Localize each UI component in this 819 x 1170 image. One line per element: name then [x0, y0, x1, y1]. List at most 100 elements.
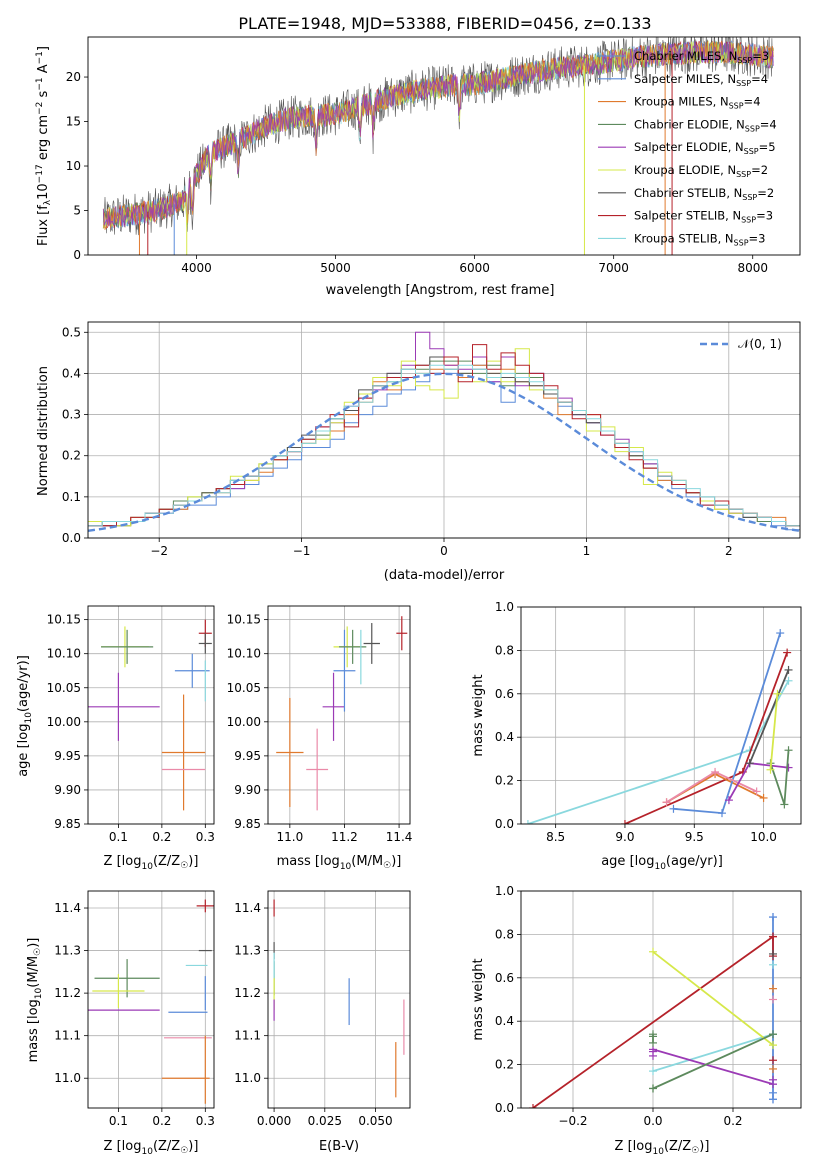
legend-entry: Salpeter STELIB, NSSP=3 [634, 209, 773, 225]
y-tick-label: 0.1 [62, 490, 81, 504]
x-tick-label: 6000 [459, 261, 490, 275]
legend-entry: Salpeter ELODIE, NSSP=5 [634, 140, 776, 156]
y-tick-label: 0.2 [62, 449, 81, 463]
legend-entry: Kroupa ELODIE, NSSP=2 [634, 163, 768, 179]
x-axis-label: (data-model)/error [384, 568, 505, 583]
x-axis-label: Z [log10(Z/Z☉)] [104, 1139, 199, 1157]
spectrum-line-red [102, 40, 774, 229]
weight-line-purple [652, 1048, 774, 1085]
gaussian-curve [88, 372, 800, 532]
spectrum-line-yellow [102, 40, 774, 230]
x-axis-label: Z [log10(Z/Z☉)] [615, 1139, 710, 1157]
y-tick-label: 11.1 [54, 1029, 81, 1043]
legend-entry: Chabrier MILES, NSSP=3 [634, 49, 769, 65]
x-tick-label: 0.0 [643, 1114, 662, 1128]
y-tick-label: 0.4 [62, 366, 81, 380]
y-tick-label: 10.15 [227, 613, 261, 627]
y-tick-label: 9.90 [54, 783, 81, 797]
y-tick-label: 11.2 [234, 986, 261, 1000]
panel-mass-vs-z: 0.1 0.2 0.3 11.0 11.1 11.2 11.3 11.4 Z [log10(Z/… [26, 890, 215, 1157]
y-tick-label: 0.4 [495, 730, 514, 744]
x-axis-label: Z [log10(Z/Z☉)] [104, 854, 199, 872]
weight-line-cyan [652, 1033, 774, 1072]
legend-entry: Salpeter MILES, NSSP=4 [634, 72, 768, 88]
y-tick-label: 11.4 [54, 901, 81, 915]
x-tick-label: 0.3 [196, 830, 215, 844]
y-tick-label: 9.85 [54, 817, 81, 831]
legend-entry: Kroupa STELIB, NSSP=3 [634, 231, 766, 247]
x-tick-label: 11.2 [331, 830, 358, 844]
weight-line-yellow [652, 951, 774, 1046]
y-tick-label: 1.0 [495, 884, 514, 898]
y-tick-label: 9.90 [234, 783, 261, 797]
x-tick-label: 0.000 [257, 1114, 291, 1128]
x-tick-label: 9.0 [615, 830, 634, 844]
axes-frame [267, 605, 411, 825]
weight-line-dark [748, 669, 790, 764]
y-tick-label: 10.10 [47, 647, 81, 661]
panel-spectrum: 4000 5000 6000 7000 8000 0 5 10 15 20 wavelength [… [35, 36, 801, 298]
legend-entry: Chabrier ELODIE, NSSP=4 [634, 117, 777, 133]
panel-weight-vs-age: 8.5 9.0 9.5 10.0 0.0 0.2 0.4 0.6 0.8 1.0 age [log1… [471, 600, 802, 872]
panel-weight-vs-z: −0.2 0.0 0.2 0.0 0.2 0.4 0.6 0.8 1.0 Z [log10(Z/Z… [471, 884, 802, 1157]
spectrum-line-cyan [102, 40, 774, 229]
weight-line-yellow [769, 693, 779, 770]
y-tick-label: 0.0 [62, 531, 81, 545]
x-tick-label: −0.2 [558, 1114, 587, 1128]
weight-line-red [532, 935, 774, 1108]
y-tick-label: 20 [66, 70, 81, 84]
x-tick-label: 2 [725, 544, 733, 558]
y-axis-label: Flux [fλ10−17 erg cm−2 s−1 A−1] [35, 46, 53, 246]
y-tick-label: 0.2 [495, 774, 514, 788]
y-tick-label: 10.00 [227, 715, 261, 729]
y-tick-label: 11.0 [54, 1071, 81, 1085]
x-tick-label: 0.2 [152, 830, 171, 844]
x-tick-label: 0.1 [109, 1114, 128, 1128]
x-tick-label: 0.050 [358, 1114, 392, 1128]
y-tick-label: 10 [66, 159, 81, 173]
y-tick-label: 0.2 [495, 1058, 514, 1072]
spectrum-line-orange [102, 41, 774, 230]
y-tick-label: 0.0 [495, 1101, 514, 1115]
y-tick-label: 0.8 [495, 643, 514, 657]
y-tick-label: 11.1 [234, 1029, 261, 1043]
plot-area [88, 331, 800, 538]
x-tick-label: 11.0 [276, 830, 303, 844]
panel-age-vs-mass: 11.0 11.2 11.4 9.85 9.90 9.95 10.00 10.05 10.10 1… [227, 605, 412, 872]
y-axis-label: mass weight [471, 958, 486, 1040]
plot-area [276, 616, 408, 811]
x-tick-label: 0 [440, 544, 448, 558]
y-tick-label: 10.15 [47, 613, 81, 627]
spectrum-line-blue [102, 40, 774, 230]
y-tick-label: 15 [66, 115, 81, 129]
axes-frame [87, 36, 801, 256]
y-axis-label: age [log10(age/yr)] [16, 655, 34, 777]
weight-line-green [652, 1033, 774, 1090]
panel-age-vs-z: 0.1 0.2 0.3 9.85 9.90 9.95 10.00 10.05 10.10 10.1… [16, 605, 215, 872]
y-tick-label: 1.0 [495, 600, 514, 614]
plot-area [88, 619, 212, 811]
histogram-cyan [88, 364, 800, 538]
y-axis-label: mass weight [471, 674, 486, 756]
weight-line-green [769, 750, 790, 805]
y-tick-label: 11.4 [234, 901, 261, 915]
x-tick-label: 0.3 [196, 1114, 215, 1128]
y-tick-label: 10.10 [227, 647, 261, 661]
y-tick-label: 0 [73, 248, 81, 262]
spectrum-line-purple [102, 40, 774, 227]
y-tick-label: 11.3 [54, 944, 81, 958]
x-tick-label: 5000 [320, 261, 351, 275]
plot-area [88, 899, 214, 1104]
x-tick-label: 4000 [181, 261, 212, 275]
x-tick-label: 8.5 [546, 830, 565, 844]
y-tick-label: 5 [73, 204, 81, 218]
y-tick-label: 0.6 [495, 687, 514, 701]
legend-entry: 𝒩(0, 1) [738, 337, 782, 351]
axes-frame [267, 890, 411, 1109]
y-tick-label: 10.05 [227, 681, 261, 695]
axes-frame [87, 321, 801, 539]
panel-residuals: −2 −1 0 1 2 0.0 0.1 0.2 0.3 0.4 0.5 (data-model)/er… [36, 321, 801, 583]
y-tick-label: 10.00 [47, 715, 81, 729]
x-tick-label: 7000 [598, 261, 629, 275]
